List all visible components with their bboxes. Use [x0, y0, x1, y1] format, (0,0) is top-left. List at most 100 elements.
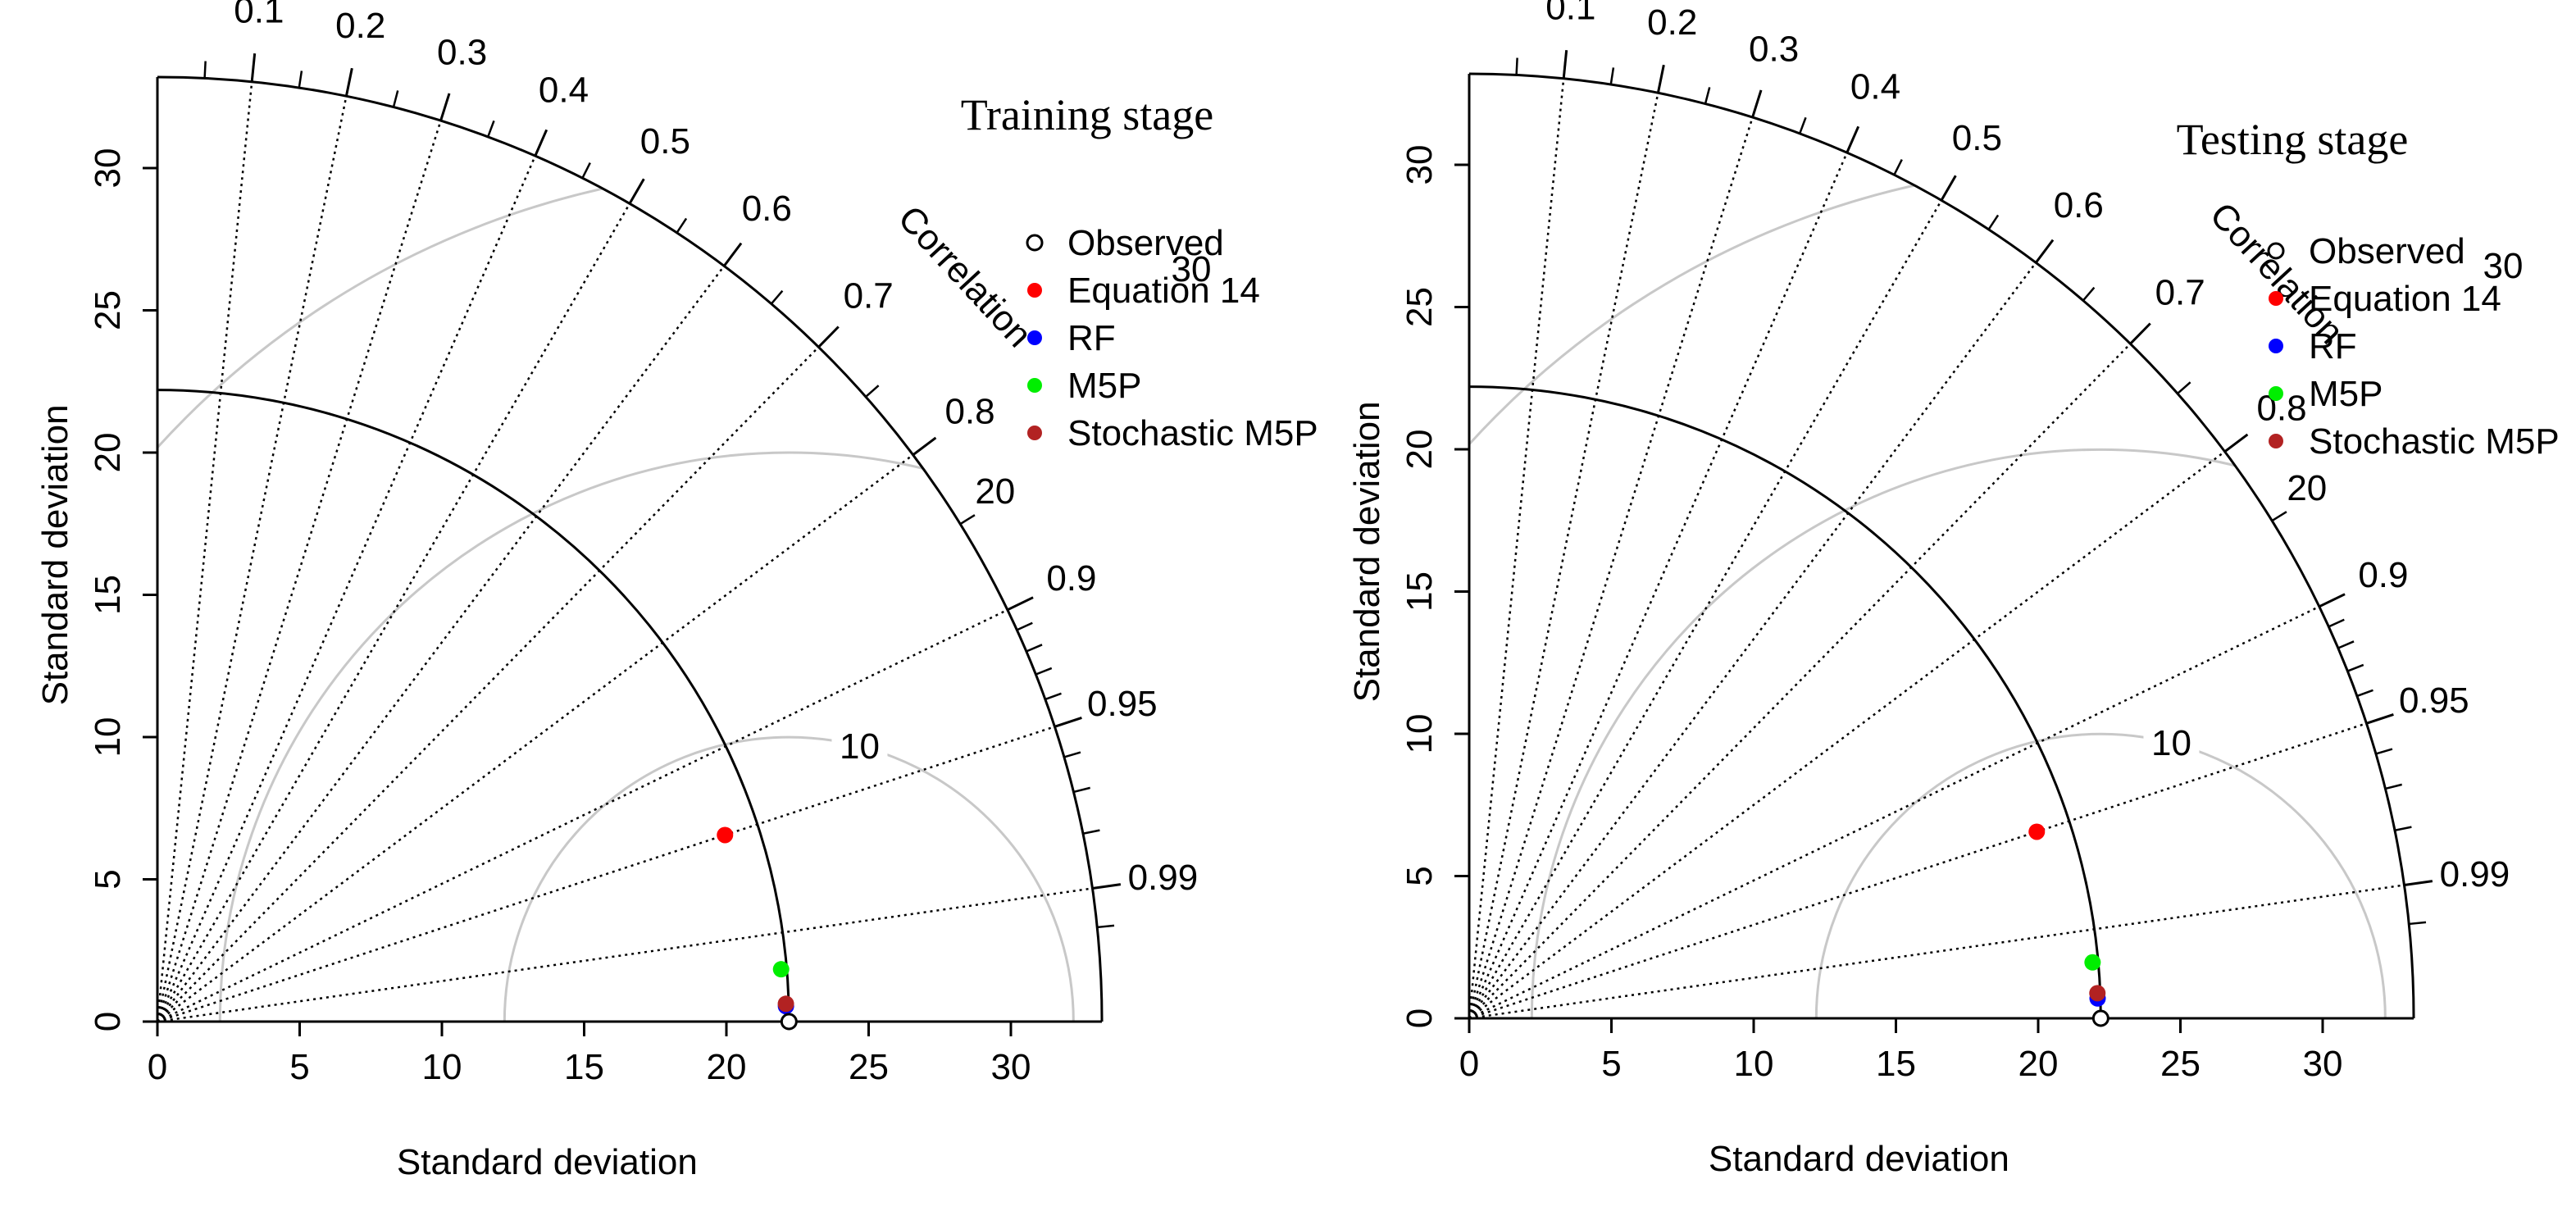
correlation-major-tick	[439, 93, 451, 121]
rmsd-label-bg	[1163, 247, 1219, 289]
correlation-tick-label: 0.2	[335, 6, 385, 46]
legend-label: M5P	[1067, 366, 1141, 406]
correlation-axis-label: Correlation	[890, 198, 1040, 355]
y-tick-label: 0	[88, 1012, 128, 1031]
data-point-equation-14	[2028, 823, 2046, 840]
reference-sd-arc	[1468, 385, 2102, 1019]
correlation-ray-0.2	[156, 95, 348, 1022]
rmsd-contour-20	[1530, 448, 2414, 1019]
correlation-minor-tick	[1799, 116, 1807, 134]
correlation-ray-0.6	[157, 265, 726, 1022]
y-tick-label: 30	[1400, 145, 1440, 185]
correlation-minor-tick	[2337, 640, 2355, 649]
x-tick-label: 5	[1601, 1044, 1621, 1084]
correlation-ray-0.3	[1468, 116, 1754, 1019]
rmsd-contour-30	[157, 166, 1103, 1022]
correlation-major-tick	[2404, 880, 2433, 886]
data-point-m5p	[2084, 954, 2101, 971]
outer-arc	[1468, 72, 2415, 1019]
correlation-tick-label: 0.3	[1749, 29, 1799, 69]
x-tick-label: 0	[148, 1047, 167, 1087]
y-tick-label: 0	[1400, 1008, 1440, 1028]
correlation-major-tick	[817, 325, 840, 348]
correlation-ray-0.2	[1468, 92, 1659, 1019]
legend-label: M5P	[2309, 374, 2383, 414]
correlation-minor-tick	[1063, 751, 1081, 758]
correlation-minor-tick	[2394, 826, 2412, 831]
correlation-major-tick	[344, 67, 353, 97]
data-point-m5p	[772, 961, 790, 978]
correlation-minor-tick	[2082, 286, 2096, 302]
y-tick-label: 15	[88, 575, 128, 615]
correlation-minor-tick	[2328, 618, 2345, 628]
correlation-ray-0.5	[156, 203, 631, 1022]
taylor-diagram-training: 10 20 30 0.1 0.2 0.3 0.4 0.5 0.6 0.7 0.8 0.9 0.95 0.9…	[35, 0, 1318, 1182]
correlation-tick-label: 0.3	[437, 32, 487, 72]
data-point-observed	[2091, 1009, 2109, 1027]
correlation-ray-0.95	[157, 726, 1055, 1023]
legend-marker	[2269, 291, 2283, 306]
y-tick-label: 15	[1400, 571, 1440, 612]
correlation-tick-label: 0.99	[2440, 854, 2510, 895]
legend-marker	[2269, 339, 2283, 353]
correlation-minor-tick	[2177, 381, 2191, 394]
correlation-tick-label: 0.4	[539, 71, 589, 111]
legend-marker	[2267, 242, 2285, 260]
correlation-ray-0.8	[157, 453, 914, 1022]
correlation-major-tick	[723, 242, 743, 267]
correlation-minor-tick	[2385, 783, 2402, 790]
correlation-tick-label: 0.99	[1128, 858, 1199, 898]
correlation-tick-label: 0.7	[2155, 272, 2205, 312]
correlation-tick-label: 0.9	[2358, 555, 2408, 595]
correlation-tick-label: 0.1	[234, 0, 284, 30]
correlation-minor-tick	[865, 385, 880, 398]
x-axis-title: Standard deviation	[397, 1142, 698, 1182]
rmsd-label-20: 20	[975, 471, 1015, 512]
legend-marker	[1027, 330, 1042, 345]
correlation-minor-tick	[2271, 511, 2287, 522]
x-tick-label: 5	[289, 1047, 309, 1087]
correlation-minor-tick	[487, 120, 495, 138]
correlation-major-tick	[1054, 717, 1082, 728]
x-axis-title: Standard deviation	[1709, 1139, 2009, 1179]
legend-marker	[2269, 434, 2283, 448]
correlation-tick-label: 0.6	[742, 189, 792, 229]
correlation-major-tick	[534, 129, 548, 157]
correlation-tick-label: 0.5	[640, 121, 690, 162]
correlation-major-tick	[1656, 64, 1665, 93]
legend-label: RF	[2309, 326, 2357, 366]
reference-sd-arc	[157, 389, 790, 1022]
correlation-minor-tick	[203, 61, 207, 79]
correlation-major-tick	[1562, 50, 1568, 79]
correlation-major-tick	[1751, 89, 1763, 118]
correlation-ray-0.8	[1468, 450, 2226, 1020]
y-tick-label: 5	[1400, 866, 1440, 885]
correlation-tick-label: 0.8	[944, 392, 994, 432]
x-tick-label: 25	[849, 1047, 889, 1087]
correlation-minor-tick	[1035, 667, 1053, 676]
x-tick-label: 20	[2018, 1044, 2059, 1084]
correlation-minor-tick	[1609, 67, 1615, 85]
chart-title: Testing stage	[2177, 115, 2409, 164]
correlation-tick-label: 0.1	[1545, 0, 1595, 27]
y-tick-label: 20	[1400, 430, 1440, 470]
correlation-tick-label: 0.4	[1850, 67, 1900, 107]
outer-arc	[157, 75, 1104, 1022]
correlation-ray-0.5	[1468, 199, 1943, 1019]
correlation-minor-tick	[1073, 786, 1090, 794]
correlation-major-tick	[1940, 175, 1957, 202]
correlation-ray-0.9	[1468, 605, 2320, 1020]
rmsd-label-bg	[831, 724, 888, 766]
y-tick-label: 30	[88, 148, 128, 189]
correlation-minor-tick	[1987, 214, 2000, 230]
correlation-minor-tick	[1515, 57, 1518, 75]
correlation-major-tick	[2319, 593, 2346, 608]
correlation-minor-tick	[1704, 87, 1711, 104]
rmsd-label-20: 20	[2287, 468, 2327, 508]
data-point-stochastic-m5p	[2089, 985, 2106, 1002]
correlation-minor-tick	[1026, 644, 1043, 653]
correlation-major-tick	[1007, 596, 1034, 612]
x-tick-label: 10	[1734, 1044, 1774, 1084]
correlation-minor-tick	[1893, 159, 1903, 175]
